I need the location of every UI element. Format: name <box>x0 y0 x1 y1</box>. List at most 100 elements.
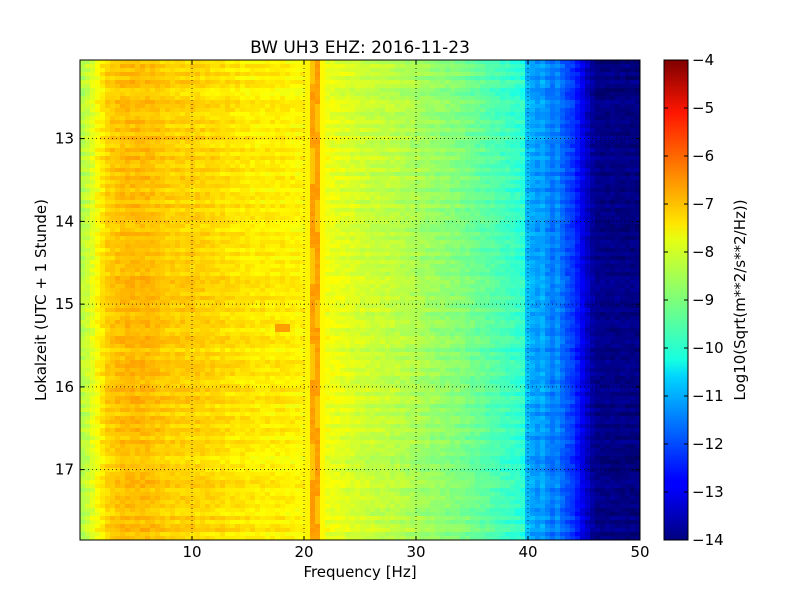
heatmap-cell <box>440 220 446 225</box>
heatmap-cell <box>200 64 206 69</box>
heatmap-cell <box>130 176 136 181</box>
heatmap-cell <box>265 208 271 213</box>
heatmap-cell <box>565 64 571 69</box>
heatmap-cell <box>265 236 271 241</box>
heatmap-cell <box>445 116 451 121</box>
heatmap-cell <box>435 112 441 117</box>
heatmap-cell <box>310 236 316 241</box>
heatmap-cell <box>635 180 640 185</box>
heatmap-cell <box>240 96 246 101</box>
heatmap-cell <box>460 148 466 153</box>
heatmap-cell <box>610 168 616 173</box>
heatmap-cell <box>500 192 506 197</box>
heatmap-cell <box>525 208 531 213</box>
heatmap-cell <box>155 140 161 145</box>
heatmap-cell <box>610 144 616 149</box>
heatmap-cell <box>420 112 426 117</box>
heatmap-cell <box>395 200 401 205</box>
heatmap-cell <box>575 124 581 129</box>
heatmap-cell <box>440 196 446 201</box>
heatmap-cell <box>540 148 546 153</box>
heatmap-cell <box>265 176 271 181</box>
heatmap-cell <box>570 60 576 65</box>
heatmap-cell <box>425 108 431 113</box>
heatmap-cell <box>630 168 636 173</box>
heatmap-cell <box>335 88 341 93</box>
heatmap-cell <box>265 92 271 97</box>
heatmap-cell <box>90 100 96 105</box>
heatmap-cell <box>115 236 121 241</box>
heatmap-cell <box>555 124 561 129</box>
heatmap-cell <box>420 76 426 81</box>
heatmap-cell <box>535 72 541 77</box>
heatmap-cell <box>405 140 411 145</box>
heatmap-cell <box>105 84 111 89</box>
heatmap-cell <box>595 228 601 233</box>
heatmap-cell <box>475 76 481 81</box>
heatmap-cell <box>600 92 606 97</box>
heatmap-cell <box>525 228 531 233</box>
heatmap-cell <box>200 92 206 97</box>
heatmap-cell <box>385 212 391 217</box>
heatmap-cell <box>320 152 326 157</box>
heatmap-cell <box>455 96 461 101</box>
heatmap-cell <box>430 132 436 137</box>
heatmap-cell <box>530 184 536 189</box>
heatmap-cell <box>625 232 631 237</box>
heatmap-cell <box>175 236 181 241</box>
heatmap-cell <box>545 68 551 73</box>
heatmap-cell <box>240 156 246 161</box>
heatmap-cell <box>325 216 331 221</box>
heatmap-cell <box>170 184 176 189</box>
heatmap-cell <box>270 104 276 109</box>
heatmap-cell <box>335 204 341 209</box>
heatmap-cell <box>630 72 636 77</box>
heatmap-cell <box>300 64 306 69</box>
heatmap-cell <box>450 164 456 169</box>
heatmap-cell <box>120 124 126 129</box>
heatmap-cell <box>585 60 591 65</box>
heatmap-cell <box>110 120 116 125</box>
heatmap-cell <box>595 136 601 141</box>
heatmap-cell <box>485 176 491 181</box>
heatmap-cell <box>565 164 571 169</box>
heatmap-cell <box>455 152 461 157</box>
heatmap-cell <box>430 212 436 217</box>
heatmap-cell <box>325 64 331 69</box>
heatmap-cell <box>260 136 266 141</box>
heatmap-cell <box>250 184 256 189</box>
heatmap-cell <box>575 200 581 205</box>
heatmap-cell <box>120 184 126 189</box>
heatmap-cell <box>120 100 126 105</box>
heatmap-cell <box>165 164 171 169</box>
heatmap-cell <box>315 68 321 73</box>
heatmap-cell <box>155 232 161 237</box>
heatmap-cell <box>380 160 386 165</box>
heatmap-cell <box>490 180 496 185</box>
heatmap-cell <box>220 192 226 197</box>
heatmap-cell <box>595 96 601 101</box>
heatmap-cell <box>550 196 556 201</box>
heatmap-cell <box>475 100 481 105</box>
heatmap-cell <box>325 172 331 177</box>
heatmap-cell <box>470 204 476 209</box>
heatmap-cell <box>620 104 626 109</box>
heatmap-cell <box>90 132 96 137</box>
heatmap-cell <box>400 216 406 221</box>
heatmap-cell <box>175 216 181 221</box>
heatmap-cell <box>395 140 401 145</box>
heatmap-cell <box>580 144 586 149</box>
heatmap-cell <box>255 76 261 81</box>
heatmap-cell <box>480 164 486 169</box>
heatmap-cell <box>495 76 501 81</box>
heatmap-cell <box>265 156 271 161</box>
heatmap-cell <box>200 184 206 189</box>
heatmap-cell <box>195 148 201 153</box>
heatmap-cell <box>80 132 86 137</box>
heatmap-cell <box>150 128 156 133</box>
heatmap-cell <box>365 120 371 125</box>
heatmap-cell <box>515 216 521 221</box>
heatmap-cell <box>330 152 336 157</box>
heatmap-cell <box>575 172 581 177</box>
heatmap-cell <box>390 84 396 89</box>
